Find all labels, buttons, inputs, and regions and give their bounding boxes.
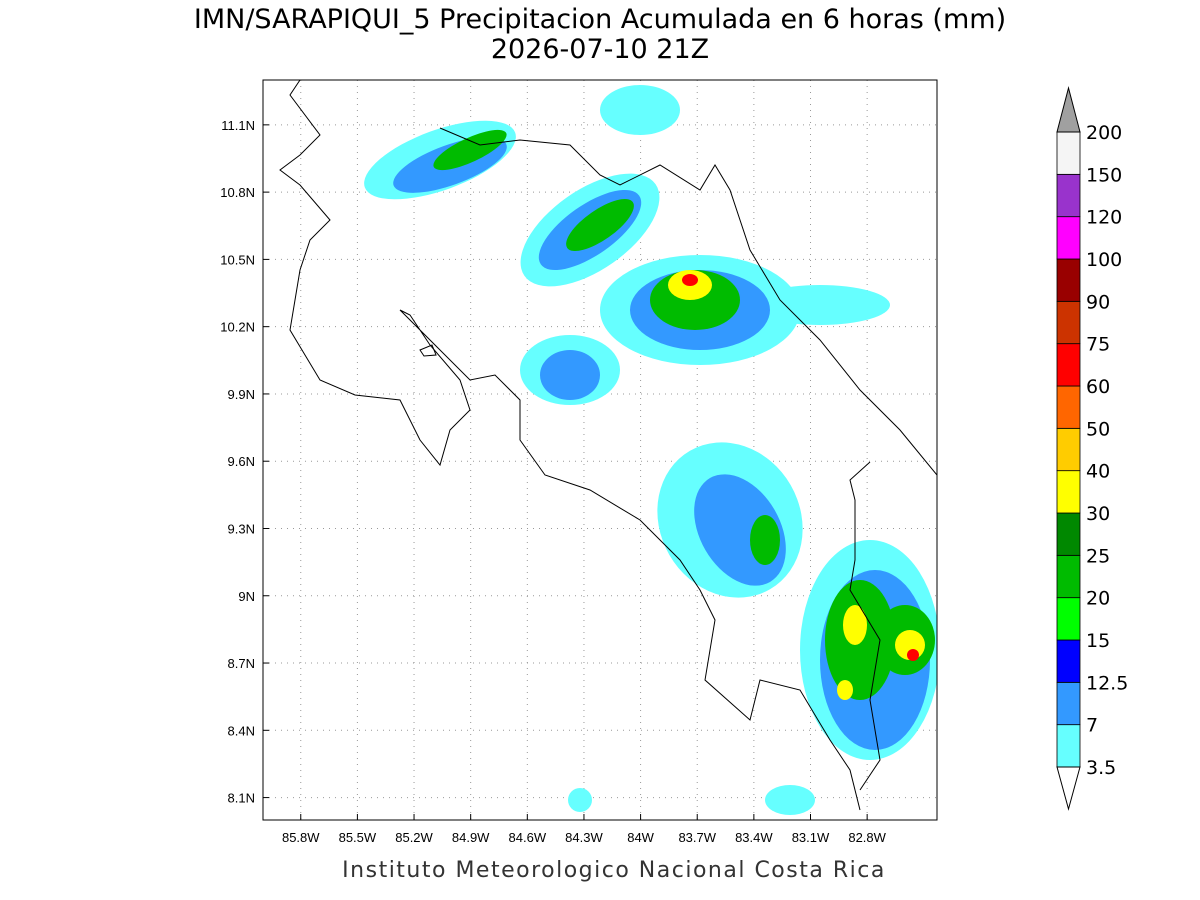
coastline bbox=[279, 80, 861, 811]
x-tick-label: 85.8W bbox=[282, 830, 320, 845]
colorbar-label: 60 bbox=[1086, 376, 1110, 398]
colorbar-label: 50 bbox=[1086, 418, 1110, 440]
colorbar-box bbox=[1056, 427, 1081, 472]
colorbar-box bbox=[1056, 173, 1081, 218]
colorbar-label: 30 bbox=[1086, 503, 1110, 525]
y-tick-label: 8.1N bbox=[228, 791, 255, 806]
x-tick-label: 82.8W bbox=[848, 830, 886, 845]
colorbar-label: 100 bbox=[1086, 249, 1122, 271]
colorbar-box bbox=[1056, 385, 1081, 429]
colorbar-box bbox=[1056, 300, 1081, 345]
border-east bbox=[849, 461, 881, 791]
colorbar-label: 15 bbox=[1086, 630, 1110, 652]
colorbar-box bbox=[1056, 512, 1081, 556]
colorbar-box bbox=[1056, 258, 1081, 302]
x-tick-label: 84.6W bbox=[509, 830, 547, 845]
colorbar-box bbox=[1056, 216, 1081, 260]
colorbar-label: 90 bbox=[1086, 291, 1110, 313]
boundaries bbox=[279, 80, 937, 811]
colorbar-box bbox=[1056, 724, 1081, 768]
x-tick-label: 84.9W bbox=[452, 830, 490, 845]
colorbar-label: 7 bbox=[1086, 715, 1098, 737]
y-tick-label: 10.5N bbox=[220, 252, 255, 267]
y-tick-label: 9.6N bbox=[228, 454, 255, 469]
x-tick-label: 85.5W bbox=[339, 830, 377, 845]
y-tick-label: 8.4N bbox=[228, 723, 255, 738]
colorbar-box bbox=[1056, 554, 1081, 599]
lake bbox=[419, 344, 437, 357]
precipitation bbox=[364, 85, 937, 815]
colorbar-under bbox=[1056, 766, 1081, 811]
y-tick-label: 9.3N bbox=[228, 521, 255, 536]
colorbar-over bbox=[1056, 86, 1081, 133]
footer: Instituto Meteorologico Nacional Costa R… bbox=[342, 858, 886, 883]
colorbar-box bbox=[1056, 131, 1081, 175]
colorbar-box bbox=[1056, 343, 1081, 387]
y-tick-label: 9.9N bbox=[228, 387, 255, 402]
colorbar-box bbox=[1056, 597, 1081, 641]
x-tick-label: 84.3W bbox=[565, 830, 603, 845]
map-frame bbox=[262, 79, 938, 821]
y-tick-label: 11.1N bbox=[221, 118, 255, 133]
y-tick-label: 8.7N bbox=[228, 656, 255, 671]
y-tick-label: 10.8N bbox=[220, 185, 255, 200]
colorbar-box bbox=[1056, 470, 1081, 514]
title: IMN/SARAPIQUI_5 Precipitacion Acumulada … bbox=[194, 4, 1006, 35]
colorbar: 3.5 7 12.5 15 20 25 30 40 50 60 75 90 100 120 150 200 bbox=[1056, 86, 1128, 811]
x-tick-label: 83.1W bbox=[792, 830, 830, 845]
x-tick-label: 83.7W bbox=[678, 830, 716, 845]
colorbar-box bbox=[1056, 639, 1081, 683]
border-north bbox=[439, 127, 937, 476]
x-tick-label: 85.2W bbox=[395, 830, 433, 845]
colorbar-label: 75 bbox=[1086, 334, 1110, 356]
x-tick-label: 83.4W bbox=[735, 830, 773, 845]
colorbar-label: 3.5 bbox=[1086, 757, 1116, 779]
colorbar-label: 25 bbox=[1086, 545, 1110, 567]
subtitle: 2026-07-10 21Z bbox=[491, 34, 709, 65]
precip-extreme bbox=[682, 274, 919, 661]
y-tick-label: 10.2N bbox=[220, 320, 255, 335]
y-tick-label: 9N bbox=[238, 589, 255, 604]
colorbar-label: 120 bbox=[1086, 207, 1122, 229]
colorbar-label: 20 bbox=[1086, 588, 1110, 610]
colorbar-box bbox=[1056, 681, 1081, 726]
colorbar-label: 40 bbox=[1086, 461, 1110, 483]
colorbar-label: 200 bbox=[1086, 122, 1122, 144]
x-tick-label: 84W bbox=[627, 830, 654, 845]
colorbar-label: 12.5 bbox=[1086, 672, 1128, 694]
colorbar-label: 150 bbox=[1086, 164, 1122, 186]
